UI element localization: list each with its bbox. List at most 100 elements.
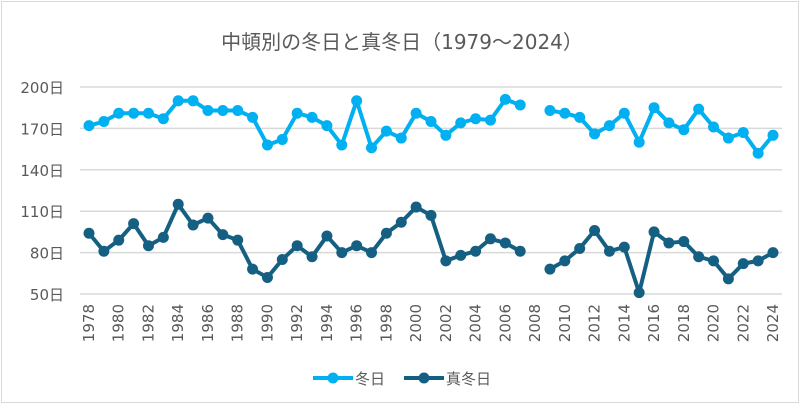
data-point xyxy=(380,125,392,137)
data-point xyxy=(202,212,214,224)
data-point xyxy=(202,104,214,116)
data-point xyxy=(395,216,407,228)
data-point xyxy=(217,229,229,241)
series-midwinter-days xyxy=(83,198,779,299)
data-point xyxy=(589,128,601,140)
x-tick-label: 2016 xyxy=(645,304,663,342)
data-point xyxy=(514,99,526,111)
x-tick-label: 2022 xyxy=(734,304,752,342)
data-point xyxy=(261,271,273,283)
data-point xyxy=(470,113,482,125)
data-point xyxy=(336,247,348,259)
legend-label: 真冬日 xyxy=(446,370,491,388)
data-point xyxy=(261,139,273,151)
series-line xyxy=(87,202,522,280)
data-point xyxy=(484,114,496,126)
data-point xyxy=(752,255,764,267)
data-point xyxy=(98,245,110,257)
data-point xyxy=(172,95,184,107)
data-point xyxy=(291,107,303,119)
x-tick-label: 2004 xyxy=(467,304,485,342)
x-tick-label: 2012 xyxy=(586,304,604,342)
data-point xyxy=(499,93,511,105)
data-point xyxy=(113,107,125,119)
data-point xyxy=(544,263,556,275)
data-point xyxy=(693,103,705,115)
data-point xyxy=(83,227,95,239)
data-point xyxy=(142,240,154,252)
data-point xyxy=(440,129,452,141)
data-point xyxy=(767,129,779,141)
x-tick-label: 2002 xyxy=(437,304,455,342)
x-tick-label: 1992 xyxy=(288,304,306,342)
legend: 冬日 真冬日 xyxy=(313,370,491,388)
x-tick-label: 2018 xyxy=(675,304,693,342)
x-tick-label: 2000 xyxy=(407,304,425,342)
data-point xyxy=(440,255,452,267)
x-tick-label: 1982 xyxy=(139,304,157,342)
data-point xyxy=(693,251,705,263)
x-tick-label: 1990 xyxy=(258,304,276,342)
legend-marker xyxy=(327,372,339,384)
data-point xyxy=(351,240,363,252)
x-tick-label: 2006 xyxy=(496,304,514,342)
data-point xyxy=(678,236,690,248)
y-tick-label: 140日 xyxy=(20,162,64,180)
data-point xyxy=(380,227,392,239)
x-tick-label: 1980 xyxy=(110,304,128,342)
legend-label: 冬日 xyxy=(355,370,385,388)
data-point xyxy=(648,102,660,114)
series-line xyxy=(549,105,775,156)
series-winter-days xyxy=(83,93,779,159)
data-point xyxy=(470,245,482,257)
data-point xyxy=(128,218,140,230)
y-tick-label: 110日 xyxy=(20,203,64,221)
data-point xyxy=(247,263,259,275)
data-point xyxy=(722,132,734,144)
data-point xyxy=(98,116,110,127)
data-point xyxy=(366,142,378,154)
data-point xyxy=(395,132,407,144)
data-point xyxy=(663,237,675,249)
data-point xyxy=(663,117,675,129)
y-tick-label: 170日 xyxy=(20,120,64,138)
y-tick-label: 200日 xyxy=(20,79,64,97)
data-point xyxy=(618,107,630,119)
data-point xyxy=(499,237,511,249)
data-point xyxy=(425,209,437,221)
data-point xyxy=(306,111,318,123)
data-point xyxy=(737,258,749,270)
data-point xyxy=(247,111,259,123)
data-point xyxy=(336,139,348,151)
data-point xyxy=(113,234,125,246)
data-point xyxy=(321,120,333,132)
data-point xyxy=(157,113,169,125)
data-point xyxy=(232,104,244,116)
y-tick-label: 80日 xyxy=(30,245,64,263)
data-point xyxy=(187,95,199,107)
data-point xyxy=(722,273,734,285)
data-point xyxy=(291,240,303,252)
data-point xyxy=(752,147,764,159)
data-point xyxy=(83,120,95,132)
x-tick-label: 1998 xyxy=(377,304,395,342)
data-point xyxy=(678,124,690,136)
chart-title: 中頓別の冬日と真冬日（1979～2024） xyxy=(221,30,583,54)
x-tick-label: 2024 xyxy=(764,304,782,342)
data-point xyxy=(559,255,571,267)
data-point xyxy=(321,230,333,242)
data-point xyxy=(544,104,556,116)
data-point xyxy=(157,231,169,243)
data-point xyxy=(455,249,467,261)
x-tick-label: 1984 xyxy=(169,304,187,342)
data-point xyxy=(425,116,437,127)
x-tick-label: 1996 xyxy=(348,304,366,342)
data-point xyxy=(574,111,586,123)
data-point xyxy=(217,104,229,116)
data-point xyxy=(172,198,184,210)
x-tick-label: 2010 xyxy=(556,304,574,342)
data-point xyxy=(187,219,199,231)
data-point xyxy=(603,120,615,132)
x-tick-label: 1994 xyxy=(318,304,336,342)
